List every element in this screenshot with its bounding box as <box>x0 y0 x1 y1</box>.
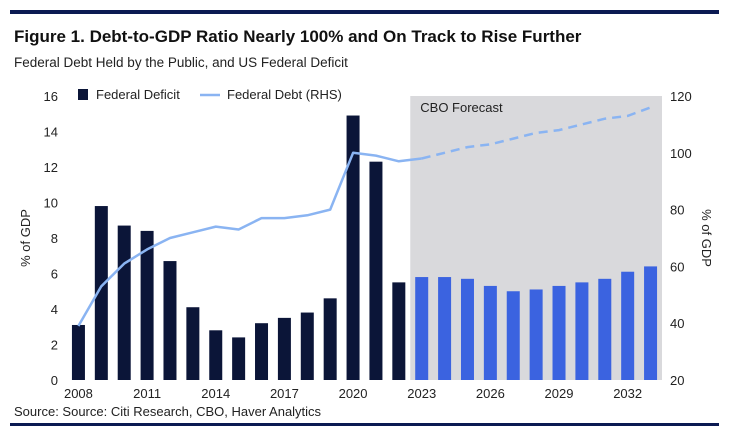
deficit-bar-2013 <box>186 307 200 380</box>
chart-title: Figure 1. Debt-to-GDP Ratio Nearly 100% … <box>14 27 582 46</box>
x-tick-label-2008: 2008 <box>64 386 93 401</box>
deficit-bar-2009 <box>94 206 108 380</box>
chart-source: Source: Source: Citi Research, CBO, Have… <box>14 404 322 419</box>
top-rule <box>10 10 719 14</box>
x-tick-label-2020: 2020 <box>339 386 368 401</box>
x-tick-label-2029: 2029 <box>545 386 574 401</box>
x-tick-label-2026: 2026 <box>476 386 505 401</box>
x-tick-label-2032: 2032 <box>613 386 642 401</box>
deficit-bar-2015 <box>232 337 246 380</box>
deficit-bar-2016 <box>255 323 269 380</box>
x-tick-label-2017: 2017 <box>270 386 299 401</box>
deficit-bar-2020 <box>346 115 360 381</box>
y-tick-label-8: 8 <box>51 231 58 246</box>
deficit-bar-2021 <box>369 161 383 380</box>
deficit-bar-2023 <box>415 277 429 380</box>
legend-deficit-label: Federal Deficit <box>96 87 180 102</box>
y-tick-label-2: 2 <box>51 338 58 353</box>
deficit-bar-2010 <box>117 225 131 380</box>
x-tick-label-2023: 2023 <box>407 386 436 401</box>
forecast-label: CBO Forecast <box>420 100 503 115</box>
y-tick-label-16: 16 <box>44 89 58 104</box>
debt-line-historical <box>77 151 422 327</box>
deficit-bar-2014 <box>209 330 223 380</box>
deficit-bar-2028 <box>529 289 543 380</box>
deficit-bar-2029 <box>552 285 566 380</box>
deficit-bar-2025 <box>460 278 474 380</box>
y-tick-label-4: 4 <box>51 302 58 317</box>
legend-deficit-swatch <box>78 89 88 100</box>
y-tick-label-14: 14 <box>44 125 58 140</box>
deficit-bar-2031 <box>598 278 612 380</box>
y-tick-label-0: 0 <box>51 373 58 388</box>
deficit-bar-2011 <box>140 230 154 380</box>
deficit-bar-2008 <box>71 324 85 380</box>
y-tick-label-10: 10 <box>44 196 58 211</box>
y-tick-label-6: 6 <box>51 267 58 282</box>
deficit-bar-2019 <box>323 298 337 380</box>
bottom-rule <box>10 423 719 426</box>
debt-line-forecast <box>421 106 652 160</box>
y2-tick-label-40: 40 <box>670 316 684 331</box>
y2-tick-label-80: 80 <box>670 203 684 218</box>
y2-tick-label-120: 120 <box>670 89 692 104</box>
x-tick-label-2011: 2011 <box>133 386 161 401</box>
chart-subtitle: Federal Debt Held by the Public, and US … <box>14 55 348 70</box>
deficit-bar-2032 <box>621 271 635 380</box>
x-tick-label-2014: 2014 <box>201 386 230 401</box>
y2-axis-label: % of GDP <box>699 209 714 267</box>
deficit-bar-2033 <box>644 266 658 380</box>
y2-tick-label-60: 60 <box>670 259 684 274</box>
y2-tick-label-20: 20 <box>670 373 684 388</box>
y-tick-label-12: 12 <box>44 160 58 175</box>
deficit-bar-2022 <box>392 282 406 380</box>
y2-tick-label-100: 100 <box>670 146 692 161</box>
legend-debt-label: Federal Debt (RHS) <box>227 87 342 102</box>
deficit-bar-2024 <box>438 277 452 380</box>
y-axis-label: % of GDP <box>18 209 33 267</box>
deficit-bar-2026 <box>483 285 497 380</box>
deficit-bar-2017 <box>277 317 291 380</box>
deficit-bar-2012 <box>163 261 177 380</box>
deficit-bar-2027 <box>506 291 520 380</box>
deficit-bar-2030 <box>575 282 589 380</box>
deficit-bar-2018 <box>300 312 314 380</box>
